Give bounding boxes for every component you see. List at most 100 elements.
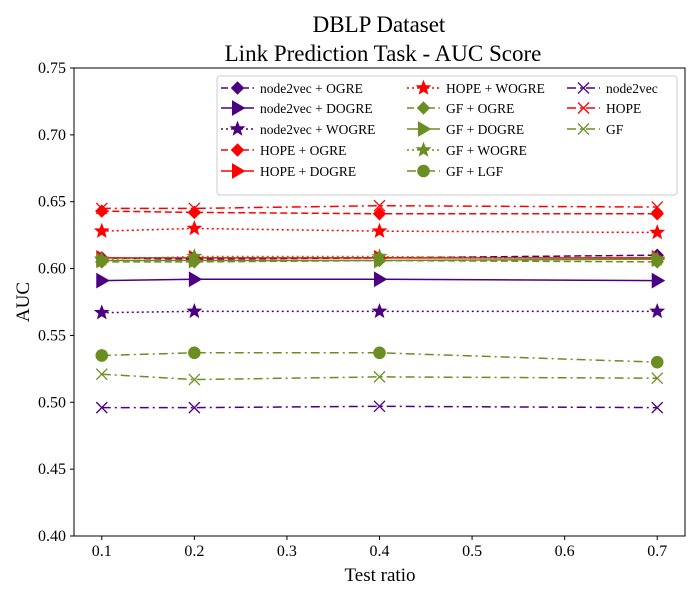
chart-subtitle: Link Prediction Task - AUC Score bbox=[225, 41, 542, 66]
series-line bbox=[101, 278, 658, 282]
y-tick-label: 0.50 bbox=[38, 394, 66, 411]
data-point bbox=[649, 224, 666, 240]
series-node2vec-dogre bbox=[96, 271, 666, 289]
x-tick-label: 0.2 bbox=[184, 543, 204, 560]
data-point bbox=[186, 220, 203, 236]
data-point bbox=[187, 205, 202, 220]
x-tick-label: 0.6 bbox=[555, 543, 575, 560]
data-point bbox=[649, 303, 666, 319]
series-line bbox=[101, 227, 658, 234]
series-line bbox=[101, 204, 658, 210]
chart-title: DBLP Dataset bbox=[313, 12, 446, 37]
series-line bbox=[101, 255, 658, 260]
series-gf-lgf bbox=[95, 346, 664, 369]
data-point bbox=[651, 201, 664, 214]
data-point bbox=[374, 271, 388, 288]
data-point bbox=[650, 207, 664, 221]
legend-label: node2vec bbox=[606, 81, 658, 96]
data-point bbox=[95, 368, 108, 381]
series-line bbox=[101, 210, 658, 215]
legend-item-node2vec: node2vec bbox=[567, 81, 658, 96]
series-gf bbox=[95, 368, 664, 386]
legend-item-gf-dogre: GF + DOGRE bbox=[407, 121, 524, 137]
data-point bbox=[188, 373, 201, 386]
legend-item-gf-ogre: GF + OGRE bbox=[407, 101, 514, 116]
x-tick-label: 0.1 bbox=[92, 543, 112, 560]
x-tick-label: 0.7 bbox=[647, 543, 667, 560]
y-axis: 0.40 0.45 0.50 0.55 0.60 0.65 0.70 0.75 bbox=[38, 60, 74, 545]
legend-item-node2vec-wogre: node2vec + WOGRE bbox=[221, 120, 375, 137]
legend-marker bbox=[230, 81, 245, 95]
legend-frame bbox=[216, 75, 678, 196]
legend-item-hope-ogre: HOPE + OGRE bbox=[221, 143, 346, 158]
legend-label: GF + DOGRE bbox=[446, 122, 524, 137]
legend-marker bbox=[417, 164, 430, 178]
legend-label: HOPE bbox=[606, 101, 641, 116]
y-tick-label: 0.75 bbox=[38, 60, 66, 77]
y-tick-label: 0.55 bbox=[38, 327, 66, 344]
data-point bbox=[188, 202, 201, 215]
y-tick-label: 0.65 bbox=[38, 194, 66, 211]
data-point bbox=[186, 303, 203, 319]
legend-label: GF + OGRE bbox=[446, 101, 514, 116]
legend-label: HOPE + DOGRE bbox=[260, 164, 356, 179]
legend-item-gf-lgf: GF + LGF bbox=[407, 164, 504, 179]
legend-item-hope-wogre: HOPE + WOGRE bbox=[407, 79, 545, 96]
data-point bbox=[651, 401, 664, 414]
data-point bbox=[371, 248, 388, 264]
data-point bbox=[93, 304, 110, 320]
data-point bbox=[188, 401, 201, 414]
data-point bbox=[95, 204, 109, 218]
data-point bbox=[371, 303, 388, 319]
legend-marker bbox=[577, 82, 590, 94]
data-point bbox=[372, 207, 387, 221]
series-node2vec bbox=[95, 400, 664, 414]
x-tick-label: 0.5 bbox=[462, 543, 482, 560]
legend-marker bbox=[230, 143, 245, 157]
legend-label: GF + LGF bbox=[446, 164, 504, 179]
data-point bbox=[96, 272, 110, 289]
series-line bbox=[101, 405, 658, 409]
data-point bbox=[186, 248, 203, 264]
data-point bbox=[650, 355, 664, 369]
legend-item-hope: HOPE bbox=[567, 101, 641, 116]
legend-item-node2vec-ogre: node2vec + OGRE bbox=[221, 81, 363, 96]
legend-item-hope-dogre: HOPE + DOGRE bbox=[221, 163, 356, 179]
legend-marker bbox=[416, 101, 431, 115]
legend: node2vec + OGRE node2vec + DOGRE node2vec … bbox=[216, 75, 678, 196]
data-point bbox=[373, 346, 386, 360]
legend-marker bbox=[577, 123, 590, 135]
data-point bbox=[373, 199, 386, 212]
data-point bbox=[371, 222, 388, 238]
legend-label: node2vec + DOGRE bbox=[260, 101, 373, 116]
legend-label: GF + WOGRE bbox=[446, 143, 527, 158]
series-line bbox=[101, 310, 658, 314]
x-tick-label: 0.3 bbox=[277, 543, 297, 560]
x-axis: 0.1 0.2 0.3 0.4 0.5 0.6 0.7 bbox=[92, 536, 667, 560]
legend-item-gf: GF bbox=[567, 122, 624, 137]
y-tick-label: 0.40 bbox=[38, 528, 66, 545]
legend-label: GF bbox=[606, 122, 624, 137]
legend-label: HOPE + OGRE bbox=[260, 143, 346, 158]
x-axis-label: Test ratio bbox=[345, 565, 416, 586]
data-point bbox=[93, 222, 110, 238]
series-line bbox=[101, 352, 658, 363]
data-point bbox=[373, 370, 386, 383]
data-point bbox=[373, 400, 386, 413]
y-axis-label: AUC bbox=[13, 282, 34, 322]
series-hope bbox=[95, 199, 664, 215]
legend-marker bbox=[577, 102, 590, 114]
series-line bbox=[101, 373, 658, 381]
y-tick-label: 0.60 bbox=[38, 261, 66, 278]
data-point bbox=[93, 250, 110, 266]
legend-label: node2vec + WOGRE bbox=[260, 122, 375, 137]
legend-marker bbox=[229, 120, 246, 136]
legend-item-gf-wogre: GF + WOGRE bbox=[407, 141, 527, 158]
legend-marker bbox=[415, 141, 432, 157]
legend-marker bbox=[415, 79, 432, 95]
plot-area bbox=[93, 199, 666, 414]
series-gf-wogre bbox=[93, 248, 666, 266]
legend-label: HOPE + WOGRE bbox=[446, 81, 545, 96]
series-node2vec-wogre bbox=[93, 303, 666, 320]
